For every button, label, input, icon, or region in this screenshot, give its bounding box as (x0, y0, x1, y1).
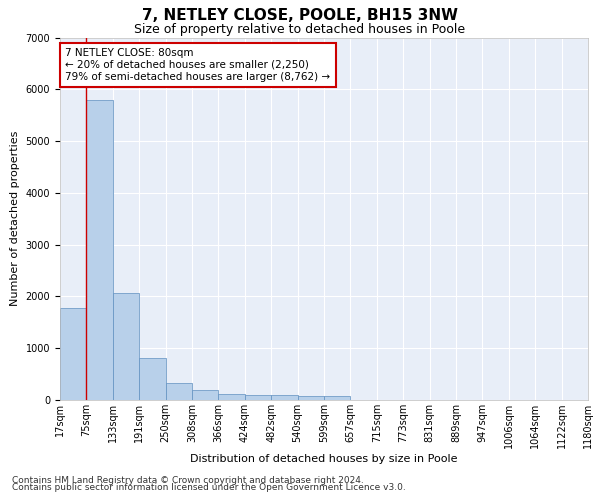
Bar (166, 383, 192, 400)
Text: Contains public sector information licensed under the Open Government Licence v3: Contains public sector information licen… (12, 484, 406, 492)
Bar (324, 396, 350, 400)
Bar (113, 294, 139, 400)
Text: Size of property relative to detached houses in Poole: Size of property relative to detached ho… (134, 22, 466, 36)
Bar (245, 395, 271, 400)
Y-axis label: Number of detached properties: Number of detached properties (10, 131, 20, 306)
Bar (86, 100, 113, 400)
Bar (218, 394, 245, 400)
X-axis label: Distribution of detached houses by size in Poole: Distribution of detached houses by size … (190, 454, 458, 464)
Text: 7, NETLEY CLOSE, POOLE, BH15 3NW: 7, NETLEY CLOSE, POOLE, BH15 3NW (142, 8, 458, 22)
Text: 7 NETLEY CLOSE: 80sqm
← 20% of detached houses are smaller (2,250)
79% of semi-d: 7 NETLEY CLOSE: 80sqm ← 20% of detached … (65, 48, 331, 82)
Bar (60, 308, 86, 400)
Text: Contains HM Land Registry data © Crown copyright and database right 2024.: Contains HM Land Registry data © Crown c… (12, 476, 364, 485)
Bar (271, 395, 298, 400)
Bar (192, 390, 218, 400)
Bar (298, 396, 324, 400)
Bar (139, 358, 166, 400)
